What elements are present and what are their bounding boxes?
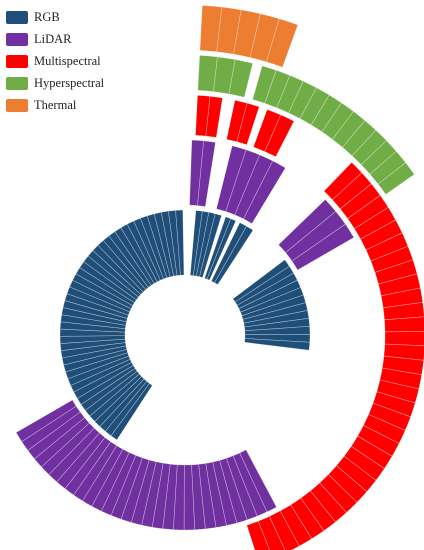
- legend-label: Hyperspectral: [34, 76, 105, 91]
- ring-hyperspectral: [197, 55, 415, 195]
- bar-segment: [264, 114, 295, 158]
- bar-segment: [266, 18, 299, 68]
- bar-segment: [214, 225, 254, 286]
- ring-multispectral: [195, 95, 424, 550]
- bar-segment: [199, 213, 222, 278]
- bar-segment: [197, 140, 216, 207]
- chart-legend: RGB LiDAR Multispectral Hyperspectral Therma…: [6, 6, 104, 117]
- legend-item-hyperspectral: Hyperspectral: [6, 73, 104, 95]
- legend-swatch: [6, 54, 28, 68]
- legend-label: LiDAR: [34, 31, 72, 46]
- bar-segment: [244, 338, 311, 351]
- legend-swatch: [6, 77, 28, 91]
- bar-segment: [175, 209, 185, 276]
- legend-label: Thermal: [34, 98, 77, 113]
- bar-segment: [15, 399, 77, 443]
- bar-segment: [243, 160, 286, 224]
- legend-swatch: [6, 10, 28, 24]
- legend-item-multispectral: Multispectral: [6, 50, 104, 72]
- bar-segment: [384, 331, 424, 347]
- legend-item-thermal: Thermal: [6, 95, 104, 117]
- bar-segment: [291, 223, 355, 271]
- bar-segment: [228, 59, 254, 98]
- legend-label: RGB: [34, 9, 60, 24]
- legend-swatch: [6, 99, 28, 113]
- ring-rgb: [59, 209, 311, 441]
- bar-segment: [377, 162, 415, 195]
- ring-lidar: [15, 139, 355, 531]
- legend-item-rgb: RGB: [6, 6, 104, 28]
- bar-segment: [205, 95, 223, 138]
- bar-segment: [236, 102, 260, 146]
- bar-segment: [206, 218, 237, 281]
- legend-label: Multispectral: [34, 53, 101, 68]
- legend-swatch: [6, 32, 28, 46]
- bar-segment: [246, 520, 270, 550]
- ring-thermal: [199, 5, 299, 68]
- legend-item-lidar: LiDAR: [6, 28, 104, 50]
